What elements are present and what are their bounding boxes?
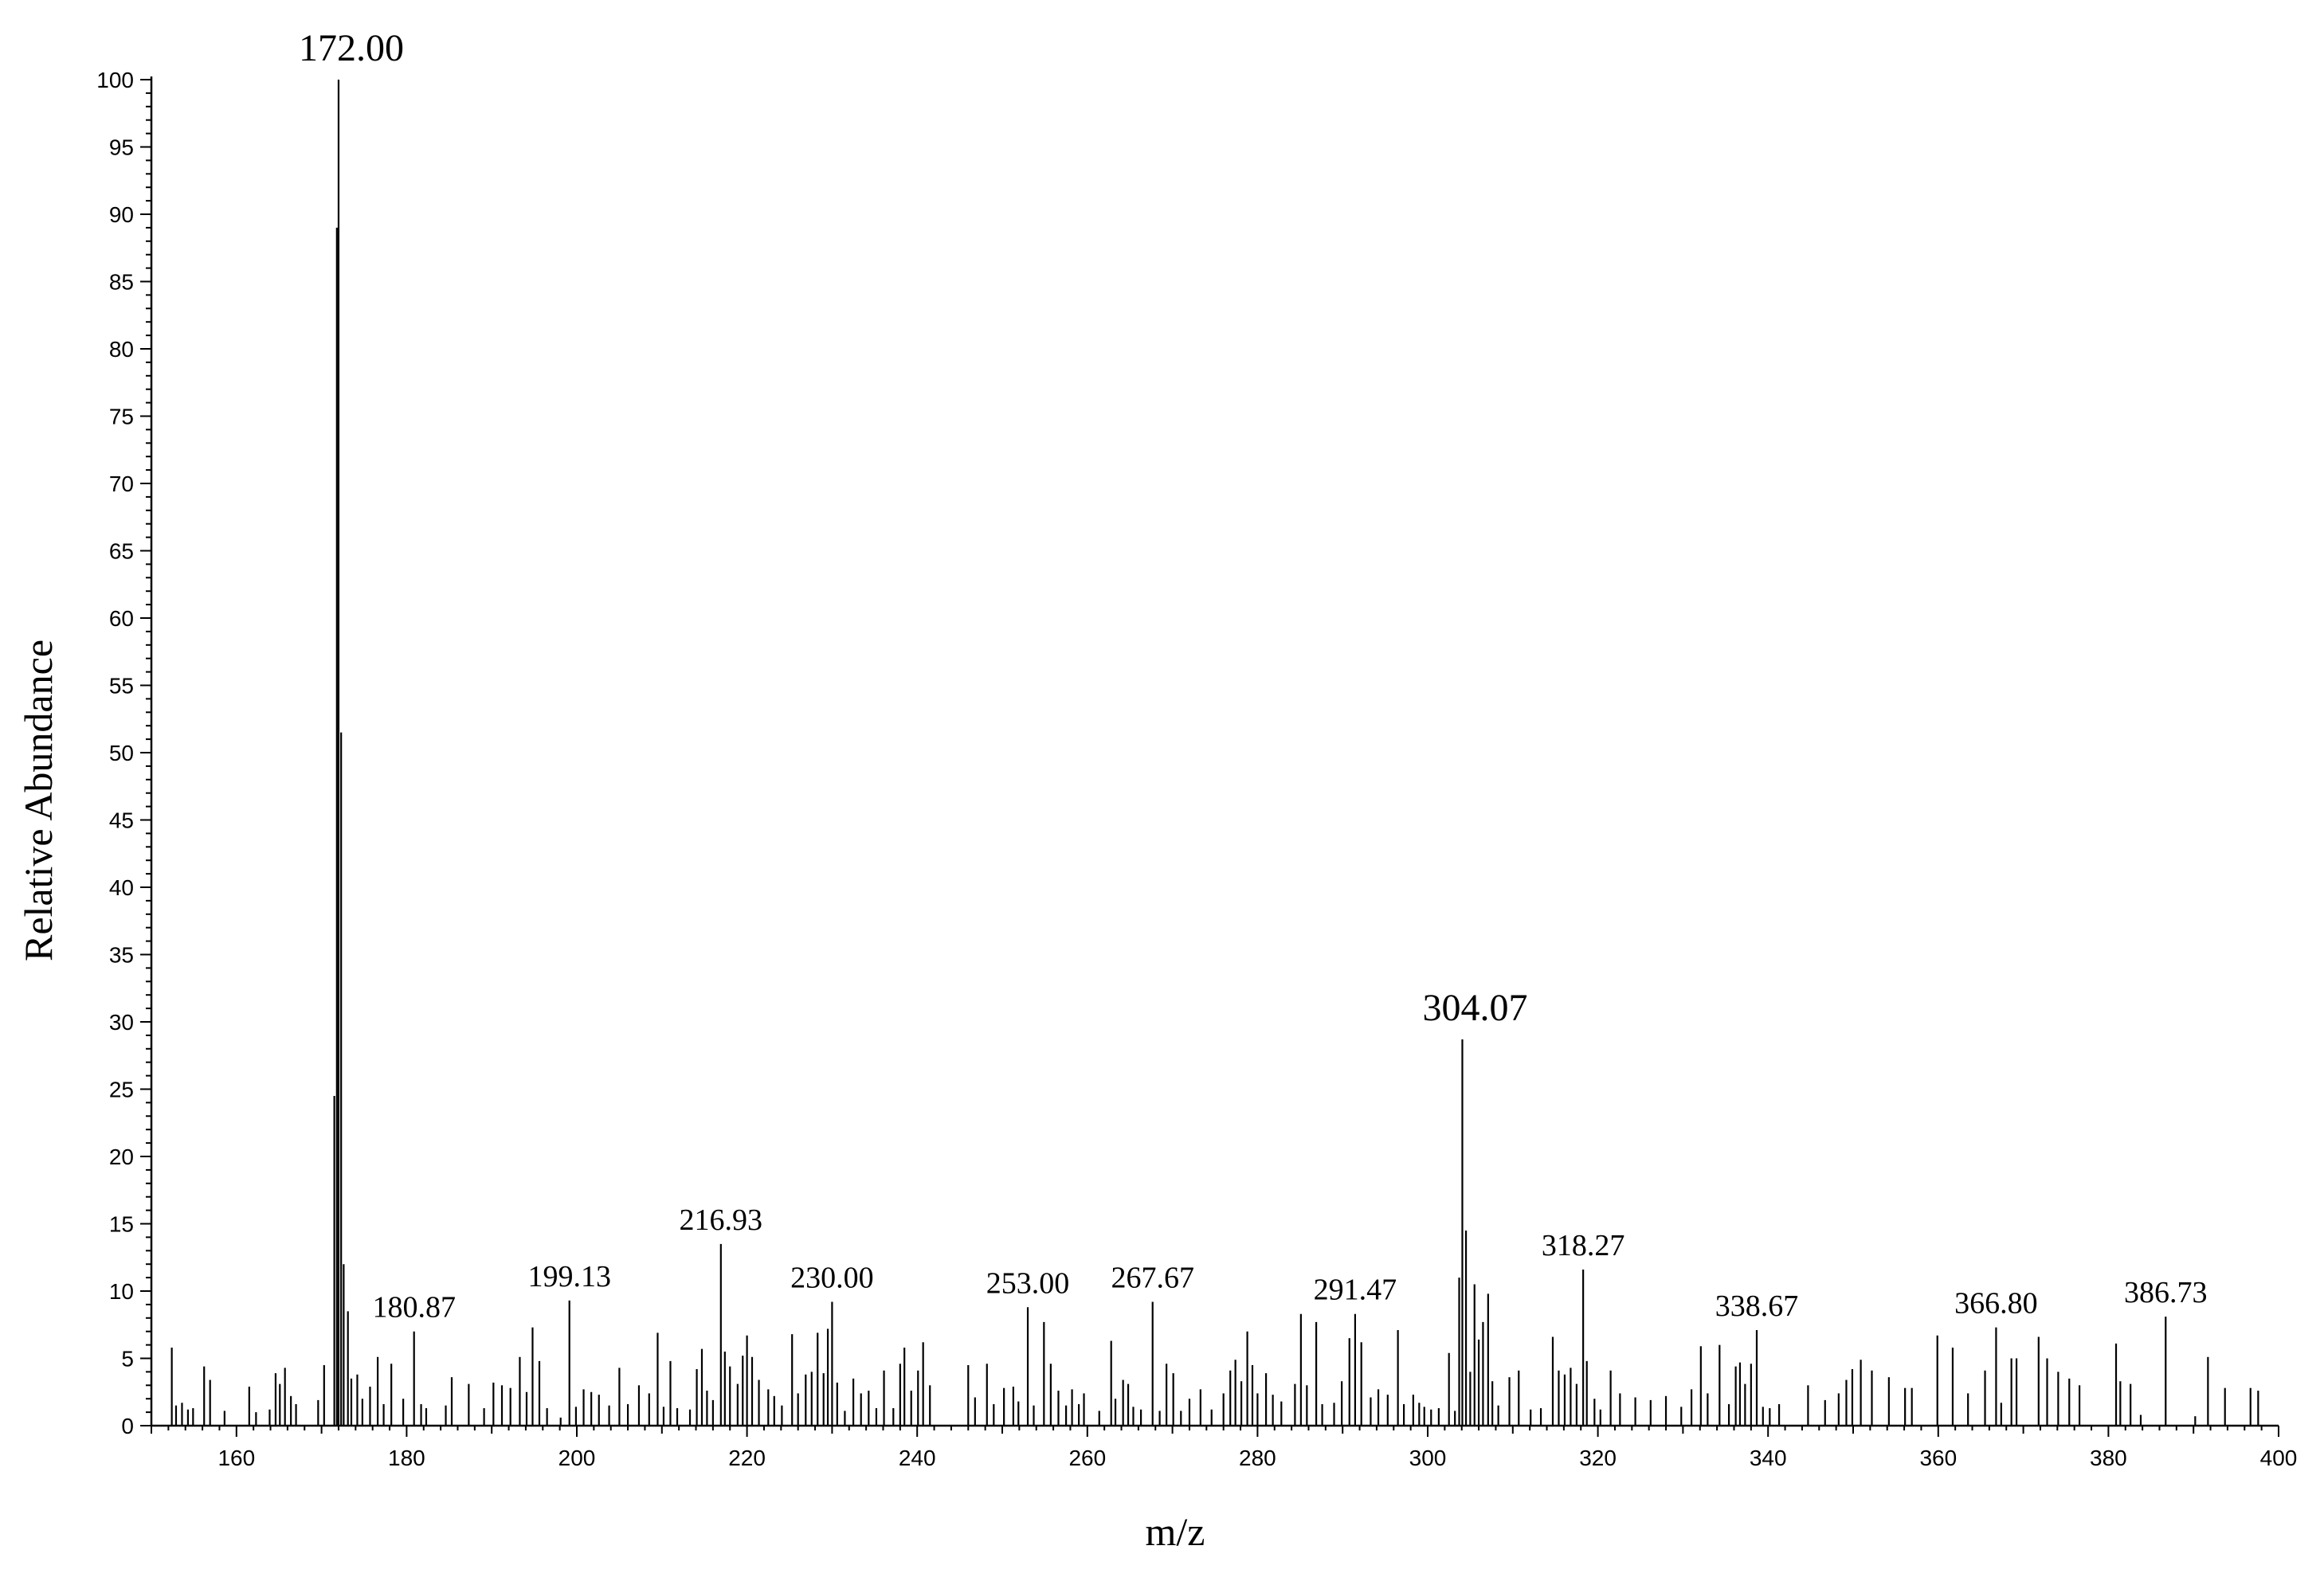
y-tick-label: 55 (109, 674, 134, 698)
y-tick-label: 25 (109, 1078, 134, 1102)
peak-label: 304.07 (1422, 987, 1527, 1029)
peak-labels: 172.00 180.87 199.13 216.93 230.00 253.00 267.… (299, 27, 2208, 1325)
peak-label: 216.93 (680, 1203, 763, 1237)
x-tick-label: 180 (388, 1446, 425, 1470)
x-tick-label: 280 (1239, 1446, 1276, 1470)
y-tick-label: 95 (109, 135, 134, 160)
y-tick-label: 15 (109, 1212, 134, 1237)
x-tick-label: 260 (1068, 1446, 1106, 1470)
x-axis-ticks: 160 180 200 220 240 260 280 300 320 340 360 380 400 (151, 1426, 2297, 1470)
x-tick-label: 340 (1750, 1446, 1787, 1470)
peak-label: 291.47 (1314, 1274, 1397, 1307)
peak-label: 180.87 (372, 1291, 456, 1325)
x-axis-title: m/z (1146, 1509, 1205, 1554)
y-tick-label: 20 (109, 1145, 134, 1169)
x-tick-label: 400 (2260, 1446, 2298, 1470)
peak-label: 230.00 (790, 1262, 874, 1295)
y-tick-label: 85 (109, 270, 134, 295)
peak-label: 199.13 (527, 1260, 611, 1293)
x-tick-label: 200 (558, 1446, 596, 1470)
peak-label: 318.27 (1542, 1229, 1625, 1262)
y-tick-label: 100 (96, 68, 134, 92)
x-tick-label: 360 (1919, 1446, 1957, 1470)
y-tick-label: 5 (121, 1347, 134, 1372)
y-tick-label: 75 (109, 405, 134, 429)
peak-label: 338.67 (1715, 1289, 1799, 1323)
peak-label: 172.00 (299, 27, 404, 69)
y-tick-label: 50 (109, 741, 134, 765)
y-tick-label: 60 (109, 606, 134, 631)
peak-label: 267.67 (1111, 1262, 1194, 1295)
peak-label: 253.00 (986, 1266, 1070, 1300)
y-tick-label: 30 (109, 1010, 134, 1035)
y-tick-label: 90 (109, 202, 134, 227)
y-tick-label: 35 (109, 943, 134, 968)
y-tick-label: 70 (109, 472, 134, 496)
x-tick-label: 160 (218, 1446, 255, 1470)
y-tick-label: 10 (109, 1279, 134, 1304)
y-axis-ticks: 0 5 10 15 20 25 30 35 40 45 50 55 60 65 70 75 80 85 90 95 10… (96, 68, 151, 1438)
y-tick-label: 45 (109, 808, 134, 833)
x-tick-label: 380 (2090, 1446, 2127, 1470)
y-axis-title: Relative Abundance (16, 640, 61, 961)
x-tick-label: 320 (1579, 1446, 1617, 1470)
x-tick-label: 300 (1409, 1446, 1447, 1470)
peak-label: 386.73 (2124, 1276, 2208, 1309)
x-tick-label: 240 (899, 1446, 936, 1470)
y-tick-label: 65 (109, 539, 134, 564)
x-tick-label: 220 (728, 1446, 766, 1470)
y-tick-label: 0 (121, 1414, 134, 1438)
peak-label: 366.80 (1954, 1287, 2038, 1321)
y-tick-label: 40 (109, 875, 134, 900)
spectrum-peaks (170, 80, 2259, 1426)
y-tick-label: 80 (109, 337, 134, 362)
